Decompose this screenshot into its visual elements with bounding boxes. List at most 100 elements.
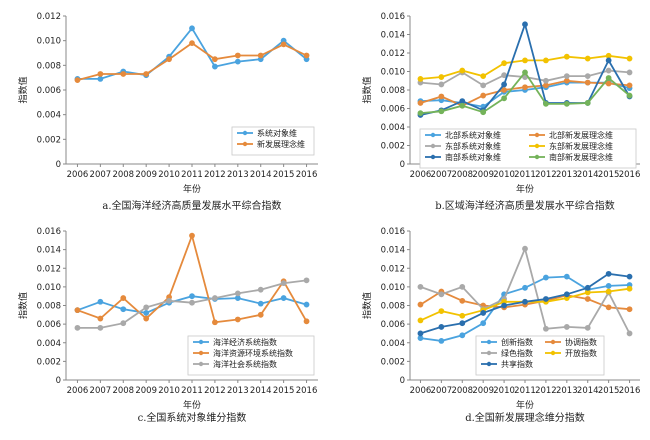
x-tick-label: 2007: [90, 170, 112, 180]
x-tick-label: 2008: [112, 386, 134, 396]
legend-marker: [198, 350, 204, 356]
x-tick-label: 2016: [619, 386, 641, 396]
x-tick-label: 2007: [431, 386, 453, 396]
data-point: [417, 110, 424, 117]
x-tick-label: 2009: [472, 386, 494, 396]
x-axis-title: 年份: [183, 183, 201, 195]
legend-label: 开放指数: [565, 348, 597, 358]
data-point: [563, 100, 570, 107]
data-point: [74, 307, 81, 314]
data-point: [257, 286, 264, 293]
y-tick-label: 0: [56, 160, 61, 170]
y-tick-label: 0: [400, 376, 405, 386]
y-tick-label: 0.006: [381, 105, 405, 115]
data-point: [626, 306, 633, 313]
x-tick-label: 2007: [90, 386, 112, 396]
x-tick-label: 2011: [181, 386, 203, 396]
data-point: [417, 301, 424, 308]
data-point: [626, 69, 633, 76]
data-point: [501, 81, 507, 88]
x-tick-label: 2009: [472, 170, 494, 180]
data-point: [234, 290, 241, 297]
legend-label: 系统对象维: [257, 128, 297, 138]
x-tick-label: 2014: [250, 170, 272, 180]
legend-marker: [242, 130, 248, 136]
data-point: [459, 98, 466, 104]
y-tick-label: 0.012: [381, 49, 405, 59]
data-point: [303, 301, 310, 308]
data-point: [501, 87, 507, 93]
x-tick-label: 2015: [273, 170, 295, 180]
legend-label: 共享指数: [501, 359, 533, 369]
legend-label: 海洋经济系统指数: [213, 337, 277, 347]
data-point: [417, 100, 424, 106]
x-tick-label: 2006: [67, 386, 89, 396]
legend-marker: [486, 350, 492, 356]
legend-label: 东部系统对象维: [445, 141, 501, 151]
data-point: [234, 58, 241, 65]
data-point: [605, 283, 612, 289]
data-point: [438, 108, 445, 115]
x-tick-label: 2013: [227, 386, 249, 396]
data-point: [563, 53, 570, 60]
data-point: [522, 21, 528, 28]
data-point: [143, 310, 150, 316]
legend-label: 绿色指数: [501, 348, 533, 358]
y-tick-label: 0.014: [381, 31, 405, 41]
x-tick-label: 2016: [296, 386, 318, 396]
data-point: [417, 317, 424, 324]
legend-label: 东部新发展理念维: [549, 141, 613, 151]
data-point: [563, 324, 570, 330]
data-point: [480, 82, 487, 89]
data-point: [605, 75, 612, 81]
y-tick-label: 0.016: [381, 12, 405, 22]
legend-marker: [242, 141, 248, 147]
legend-marker: [430, 132, 436, 138]
data-point: [438, 291, 445, 298]
x-tick-label: 2013: [556, 386, 578, 396]
x-tick-label: 2010: [493, 386, 515, 396]
data-point: [480, 320, 487, 327]
chart-panel-3: 0 0.002 0.004 0.006 0.008 0.010 0.012 0.014 0.01…: [17, 227, 318, 424]
data-point: [303, 52, 310, 59]
y-tick-label: 0.014: [381, 246, 405, 256]
data-point: [438, 337, 445, 344]
data-point: [459, 332, 466, 339]
x-tick-label: 2010: [493, 170, 515, 180]
legend-label: 新发展理念维: [257, 139, 305, 149]
data-point: [543, 296, 549, 302]
legend-marker: [486, 339, 492, 345]
x-tick-label: 2012: [204, 386, 226, 396]
y-tick-label: 0.012: [381, 264, 405, 274]
panel-caption: c.全国系统对象维分指数: [138, 411, 247, 424]
legend-marker: [430, 143, 436, 149]
data-point: [584, 284, 591, 291]
data-point: [438, 81, 445, 88]
data-point: [257, 52, 264, 59]
legend-marker: [486, 361, 492, 367]
data-point: [501, 72, 507, 79]
y-tick-label: 0.002: [37, 357, 61, 367]
data-point: [234, 316, 241, 323]
y-tick-label: 0.002: [37, 135, 61, 145]
y-tick-label: 0.016: [37, 227, 61, 237]
y-axis-title: 指数值: [17, 292, 29, 319]
x-tick-label: 2010: [158, 386, 180, 396]
x-tick-label: 2014: [577, 386, 599, 396]
data-point: [501, 95, 507, 102]
panel-caption: a.全国海洋经济高质量发展水平综合指数: [102, 199, 281, 212]
x-tick-label: 2008: [112, 170, 134, 180]
y-tick-label: 0.004: [37, 111, 61, 121]
data-point: [480, 310, 487, 316]
legend-label: 北部系统对象维: [445, 130, 501, 140]
data-point: [280, 295, 287, 301]
data-point: [626, 55, 633, 62]
legend-label: 海洋资源环境系统指数: [213, 348, 293, 358]
x-axis-title: 年份: [516, 399, 534, 411]
chart-panel-2: 0 0.002 0.004 0.006 0.008 0.010 0.012 0.014 0.01…: [361, 12, 640, 212]
legend-box: [419, 128, 637, 169]
series-line-1: [77, 26, 308, 80]
data-point: [501, 60, 507, 67]
data-point: [584, 324, 591, 331]
data-point: [605, 304, 612, 311]
